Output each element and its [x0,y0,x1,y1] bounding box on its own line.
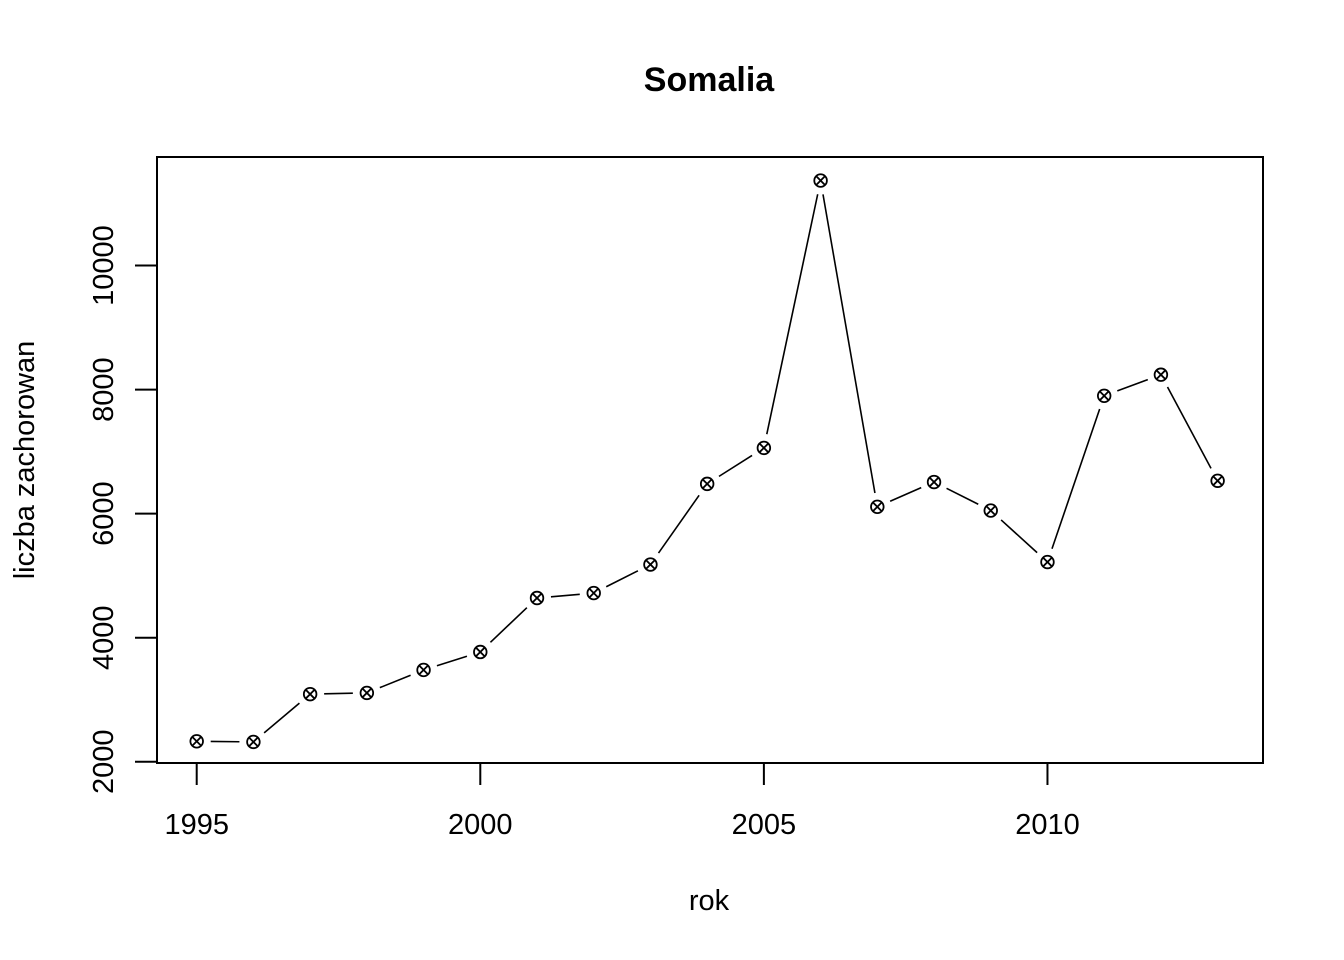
x-axis-label: rok [689,885,730,917]
series-line-segment [550,593,580,598]
series-line-segment [436,655,468,667]
y-tick-label: 4000 [88,605,120,670]
series-line-segment [718,454,753,478]
x-tick-label: 2000 [448,809,513,841]
data-point-marker [813,173,828,188]
y-tick-label: 2000 [88,730,120,795]
y-axis: 2000 4000 6000 8000 10000 [88,225,158,795]
data-point-marker [359,685,375,701]
series-layer [189,173,1225,750]
series-line-segment [889,486,922,502]
series-line-segment [822,194,876,494]
data-point-marker [1096,388,1112,404]
series-line-segment [324,692,353,695]
data-point-marker [529,590,545,606]
series-line-segment [1117,378,1149,392]
data-point-marker [643,557,658,572]
x-tick-label: 1995 [164,809,229,841]
series-line-segment [263,702,300,734]
data-point-marker [1210,473,1225,488]
data-point-marker [870,499,885,515]
y-tick-label: 10000 [88,225,120,306]
x-tick-label: 2005 [732,809,797,841]
series-line-segment [766,194,819,435]
y-tick-label: 6000 [88,481,120,546]
data-point-marker [756,440,772,456]
series-line-segment [946,487,979,505]
chart-title: Somalia [644,61,775,99]
data-point-marker [586,585,601,601]
data-point-marker [699,476,715,492]
data-point-marker [1153,367,1169,382]
y-axis-label: liczba zachorowan [9,341,41,580]
data-point-marker [302,686,318,702]
series-line-segment [379,674,411,689]
data-point-marker [246,734,261,750]
data-point-marker [926,474,942,490]
y-tick-label: 8000 [88,357,120,422]
x-axis: 1995 2000 2005 2010 [164,762,1080,841]
series-line-segment [1166,386,1212,469]
series-line-segment [657,494,700,554]
data-point-marker [473,644,488,660]
data-point-marker [983,503,998,518]
series-line-segment [489,607,528,643]
data-point-marker [416,662,431,678]
data-point-marker [189,734,204,749]
x-tick-label: 2010 [1015,809,1080,841]
series-line-segment [1000,519,1038,554]
data-point-marker [1040,554,1055,570]
series-line-segment [605,570,639,588]
series-line-segment [1051,408,1101,550]
